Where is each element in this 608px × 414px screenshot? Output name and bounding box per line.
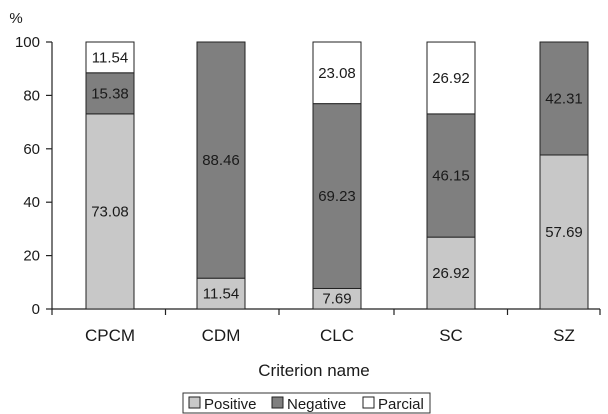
- y-tick-label: 20: [23, 248, 40, 265]
- y-tick-label: 60: [23, 141, 40, 158]
- bar-segment-parcial: [312, 41, 362, 105]
- data-label: 69.23: [318, 188, 356, 205]
- data-label: 46.15: [432, 168, 470, 185]
- bar-labels: 73.08 15.38 11.54 11.54 88.46 7.69 69.23 23.08 2…: [91, 49, 583, 307]
- bar-segment-positive: [85, 113, 135, 310]
- data-label: 11.54: [92, 49, 128, 66]
- bar-segment-negative: [312, 103, 362, 289]
- legend-swatch-negative: [271, 396, 284, 409]
- x-tick-label: SC: [439, 326, 463, 345]
- bars: [85, 41, 589, 310]
- legend-label-negative: Negative: [287, 396, 346, 413]
- data-label: 26.92: [432, 265, 470, 282]
- x-tick-label: SZ: [553, 326, 575, 345]
- bar-segment-negative: [85, 72, 135, 115]
- y-tick-label: 80: [23, 87, 40, 104]
- bar-segment-negative: [539, 41, 589, 156]
- x-tick-label: CPCM: [85, 326, 135, 345]
- axes: 0 20 40 60 80 100 CPCM CDM CLC SC SZ: [15, 34, 601, 345]
- bar-segment-negative: [196, 41, 246, 279]
- data-label: 11.54: [203, 286, 239, 303]
- x-tick-label: CLC: [320, 326, 354, 345]
- y-tick-label: 40: [23, 194, 40, 211]
- x-axis-title: Criterion name: [258, 361, 370, 380]
- data-label: 57.69: [545, 224, 583, 241]
- data-label: 15.38: [91, 85, 129, 102]
- y-tick-label: 0: [32, 301, 40, 318]
- bar-segment-positive: [196, 277, 246, 310]
- bar-segment-parcial: [426, 41, 476, 115]
- legend-swatch-parcial: [362, 396, 375, 409]
- y-axis-unit: %: [9, 10, 22, 27]
- legend-swatch-positive: [188, 396, 201, 409]
- x-tick-label: CDM: [202, 326, 241, 345]
- data-label: 73.08: [91, 203, 129, 220]
- data-label: 7.69: [322, 291, 351, 308]
- legend-label-positive: Positive: [204, 396, 257, 413]
- data-label: 88.46: [202, 152, 240, 169]
- data-label: 42.31: [545, 90, 583, 107]
- legend-label-parcial: Parcial: [378, 396, 424, 413]
- data-label: 23.08: [318, 65, 356, 82]
- legend: Positive Negative Parcial: [182, 392, 431, 414]
- bar-segment-parcial: [85, 41, 135, 74]
- bar-segment-positive: [539, 154, 589, 310]
- y-tick-label: 100: [15, 34, 40, 51]
- data-label: 26.92: [432, 70, 470, 87]
